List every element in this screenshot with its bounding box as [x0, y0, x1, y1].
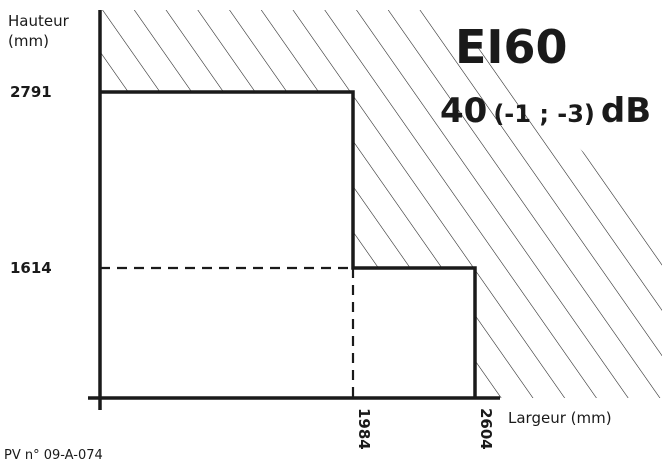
acoustic-correction: (-1 ; -3)	[493, 100, 595, 128]
acoustic-value: 40	[440, 91, 487, 131]
y-axis-title-line1: Hauteur	[8, 12, 70, 30]
y-axis-title-line2: (mm)	[8, 32, 49, 50]
fire-rating: EI60	[455, 20, 568, 74]
y-tick-2791: 2791	[10, 83, 52, 101]
hatched-zone	[100, 10, 662, 398]
reference-label: PV n° 09-A-074	[4, 448, 103, 461]
x-tick-2604: 2604	[477, 408, 495, 450]
acoustic-unit: dB	[601, 91, 651, 131]
acoustic-rating: 40 (-1 ; -3) dB	[440, 91, 651, 131]
y-tick-1614: 1614	[10, 259, 52, 277]
x-axis-title: Largeur (mm)	[508, 409, 612, 427]
x-tick-1984: 1984	[355, 408, 373, 450]
